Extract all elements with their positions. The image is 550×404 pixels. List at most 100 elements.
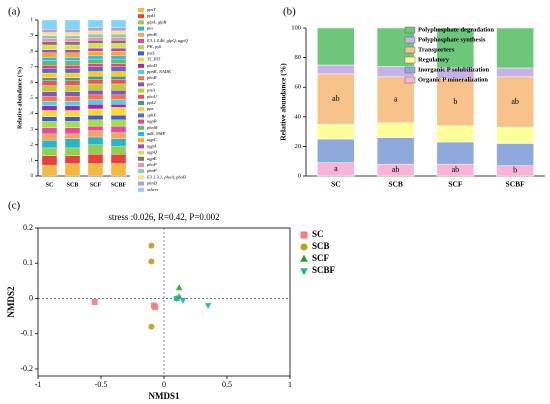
significance-letter: ab xyxy=(332,94,340,103)
bar-segment xyxy=(87,83,104,91)
bar-segment xyxy=(436,125,475,143)
y-axis-label: Relative abundance (%) xyxy=(279,63,288,141)
bar-segment xyxy=(64,77,81,81)
y-tick-label: 0 xyxy=(29,293,33,302)
legend-swatch xyxy=(138,138,144,143)
legend-swatch xyxy=(138,8,144,12)
bar-segment xyxy=(110,19,127,28)
point xyxy=(175,284,183,291)
significance-letter: ab xyxy=(392,165,400,174)
bar-segment xyxy=(64,138,81,149)
legend-label: phoP xyxy=(146,162,157,167)
y-tick-label: .5 xyxy=(29,96,33,101)
x-tick-label: SCF xyxy=(448,180,463,189)
bar-segment xyxy=(87,19,104,28)
bar-segment xyxy=(41,164,58,177)
subtitle: stress :0.026, R=0.42, P=0.002 xyxy=(108,212,219,222)
y-tick-label: 60 xyxy=(295,84,302,91)
legend-swatch xyxy=(404,66,416,74)
bar-segment xyxy=(87,94,104,100)
panel-label: (c) xyxy=(8,200,21,212)
legend-label: phnM xyxy=(146,125,158,130)
legend-marker xyxy=(300,254,308,262)
legend-swatch xyxy=(138,119,144,124)
bar-segment xyxy=(41,52,58,58)
bar-segment xyxy=(87,33,104,38)
legend-swatch xyxy=(138,39,144,43)
bar-segment xyxy=(41,127,58,135)
legend-swatch xyxy=(138,26,144,31)
legend-label: ppk2 xyxy=(146,100,156,105)
bar-segment xyxy=(87,58,104,64)
bar-segment xyxy=(87,51,104,57)
bar-segment xyxy=(41,41,58,46)
legend-marker xyxy=(300,231,308,239)
bar-segment xyxy=(41,29,58,33)
bar-segment xyxy=(41,19,58,30)
legend-label: pstS xyxy=(146,50,155,55)
legend-swatch xyxy=(138,32,144,37)
bar-segment xyxy=(87,125,104,131)
y-tick-label: .6 xyxy=(29,81,33,86)
bar-segment xyxy=(87,76,104,80)
legend-marker xyxy=(300,243,308,251)
bar-segment xyxy=(87,27,104,32)
bar-segment xyxy=(41,110,58,117)
bar-segment xyxy=(496,76,534,128)
legend-label: ppnK, NADK xyxy=(146,69,172,75)
x-tick-label: SCB xyxy=(67,182,79,188)
legend-label: Transporters xyxy=(418,46,455,53)
y-tick-label: .7 xyxy=(29,65,33,70)
bar-segment xyxy=(317,123,355,140)
bar-segment xyxy=(317,138,355,163)
bar-segment xyxy=(41,57,58,61)
y-tick-label: 1 xyxy=(31,18,34,23)
bar-segment xyxy=(110,107,127,116)
bar-segment xyxy=(64,85,81,92)
bar-segment xyxy=(41,133,58,141)
bar-segment xyxy=(110,83,127,91)
bar-segment xyxy=(41,60,58,66)
bar-segment xyxy=(87,154,104,164)
bar-segment xyxy=(41,65,58,69)
bar-segment xyxy=(110,90,127,96)
x-tick-label: SC xyxy=(46,182,54,188)
bar-segment xyxy=(41,32,58,36)
legend-swatch xyxy=(138,94,144,99)
bar-segment xyxy=(64,29,81,33)
y-axis-label: NMDS2 xyxy=(6,286,16,317)
bar-segment xyxy=(64,100,81,106)
bar-segment xyxy=(110,37,127,41)
significance-letter: a xyxy=(334,164,338,173)
bar-segment xyxy=(41,35,58,39)
bar-segment xyxy=(110,79,127,85)
y-tick-label: .8 xyxy=(29,49,33,54)
legend-marker xyxy=(300,268,308,276)
x-tick-label: 0.5 xyxy=(222,380,232,389)
bar-segment xyxy=(41,96,58,102)
legend-swatch xyxy=(138,101,144,105)
bar-segment xyxy=(64,49,81,53)
bar-segment xyxy=(87,55,104,60)
significance-letter: ab xyxy=(511,97,519,106)
x-tick-label: -0.5 xyxy=(95,380,108,389)
legend-label: phoD xyxy=(146,63,158,68)
x-tick-label: SCF xyxy=(90,182,102,188)
bar-segment xyxy=(87,66,104,72)
x-tick-label: 1 xyxy=(288,380,292,389)
bar-segment xyxy=(376,76,415,123)
bar-segment xyxy=(64,127,81,135)
bar-segment xyxy=(496,27,534,69)
bar-segment xyxy=(87,43,104,49)
legend-swatch xyxy=(138,14,144,19)
legend-swatch xyxy=(138,76,144,81)
bar-segment xyxy=(110,76,127,80)
legend-swatch xyxy=(404,26,416,34)
legend-label: phnP xyxy=(146,168,157,173)
legend-label: PK, pyk xyxy=(146,44,162,50)
bar-segment xyxy=(41,44,58,50)
legend-swatch xyxy=(138,113,144,118)
bar-segment xyxy=(110,146,127,155)
bar-segment xyxy=(64,19,81,30)
panel-label: (b) xyxy=(283,6,296,18)
